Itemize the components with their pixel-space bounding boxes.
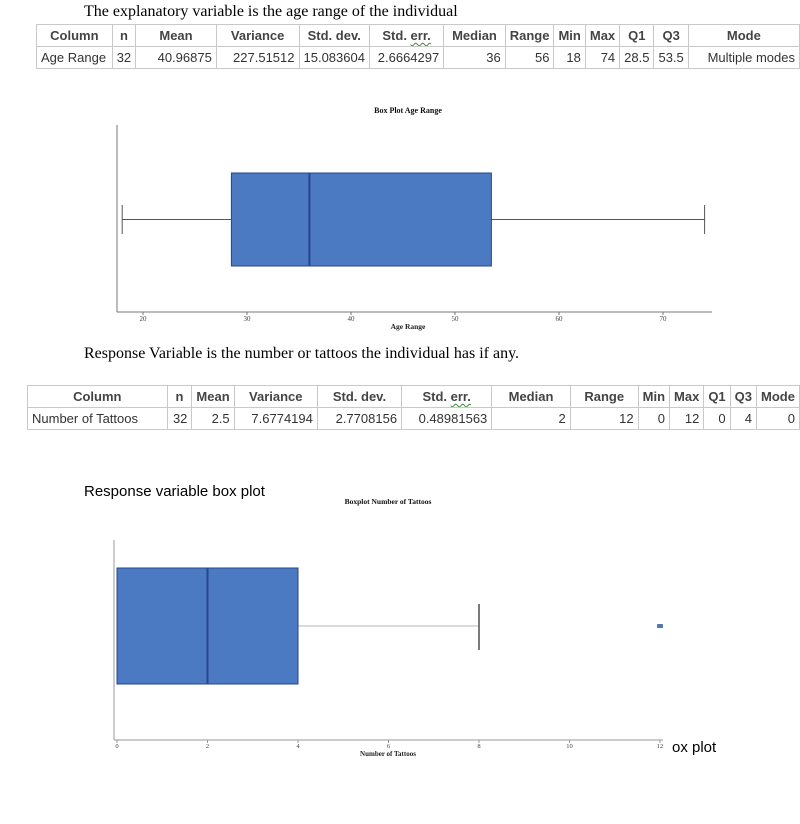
table-cell: 2.5 [191,407,235,430]
column-header: Median [443,24,506,47]
column-header: Mean [135,24,217,47]
table-cell: 28.5 [619,46,655,69]
iqr-box [230,172,492,267]
column-header: Q3 [729,385,758,408]
column-header: Column [27,385,168,408]
x-axis-label: Number of Tattoos [360,750,416,758]
table-cell: 0 [756,407,800,430]
x-tick-label: 0 [115,743,118,750]
table-cell: 40.96875 [135,46,217,69]
response-plot-label: Response variable box plot [84,483,265,500]
column-header: Mean [191,385,235,408]
table-header-row: Column n Mean Variance Std. dev. Std. err. Med… [27,385,800,408]
column-header: Std. err. [401,385,493,408]
column-header: Column [36,24,113,47]
boxplot-number-of-tattoos: 0 2 4 6 8 10 12 Boxplot Number of Tattoos Number… [113,497,664,758]
outlier-point [657,624,663,628]
column-header: Mode [687,24,800,47]
column-header: Min [553,24,586,47]
column-header: Mode [756,385,800,408]
x-tick-label: 50 [452,315,460,323]
table-cell: Age Range [36,46,113,69]
table-cell: 53.5 [653,46,689,69]
table-cell: Multiple modes [687,46,800,69]
column-header: n [111,24,137,47]
table-cell: 7.6774194 [233,407,318,430]
x-tick-label: 30 [244,315,252,323]
table-cell: 2.6664297 [368,46,445,69]
table-cell: 56 [504,46,555,69]
table-cell: 12 [569,407,639,430]
x-axis-label: Age Range [391,322,426,331]
table-cell: 2.7708156 [316,407,403,430]
summary-table-age-range: Column n Mean Variance Std. dev. Std. err. Med… [36,24,800,69]
boxplot-age-range: 20 30 40 50 60 70 Box Plot Age Range Age Range [116,106,712,331]
x-tick-label: 40 [348,315,356,323]
column-header: Max [584,24,621,47]
table-cell: Number of Tattoos [27,407,168,430]
table-cell: 2 [491,407,571,430]
table-cell: 18 [553,46,586,69]
x-tick-label: 2 [206,743,209,750]
column-header: Range [504,24,555,47]
table-row: Age Range 32 40.96875 227.51512 15.083604 2.6… [36,46,800,69]
x-tick-label: 10 [566,743,573,750]
column-header: Std. dev. [316,385,403,408]
table-cell: 12 [669,407,705,430]
table-cell: 0 [703,407,731,430]
column-header: Min [637,385,671,408]
x-tick-label: 6 [387,743,391,750]
plot-title: Box Plot Age Range [374,106,442,115]
x-tick-label: 12 [657,743,664,750]
x-tick-label: 20 [140,315,148,323]
explanatory-variable-text: The explanatory variable is the age rang… [84,3,458,20]
column-header: Range [569,385,639,408]
table-cell: 36 [443,46,506,69]
column-header: Q1 [619,24,655,47]
column-header: Std. dev. [298,24,370,47]
column-header: Max [669,385,705,408]
response-variable-text: Response Variable is the number or tatto… [84,345,520,362]
table-header-row: Column n Mean Variance Std. dev. Std. err. Med… [36,24,800,47]
x-tick-label: 70 [660,315,668,323]
table-cell: 32 [111,46,137,69]
column-header: Median [491,385,571,408]
plot-title: Boxplot Number of Tattoos [345,497,432,506]
column-header: Variance [233,385,318,408]
x-tick-label: 4 [296,743,300,750]
summary-table-tattoos: Column n Mean Variance Std. dev. Std. err. Med… [27,385,800,430]
table-cell: 0 [637,407,671,430]
table-cell: 227.51512 [215,46,300,69]
table-row: Number of Tattoos 32 2.5 7.6774194 2.7708156… [27,407,800,430]
table-cell: 0.48981563 [401,407,493,430]
table-cell: 74 [584,46,621,69]
cutoff-box-plot-text: ox plot [672,739,717,756]
table-cell: 15.083604 [298,46,370,69]
spellcheck-wavy-word: err. [410,28,431,43]
x-tick-label: 60 [556,315,564,323]
spellcheck-wavy-word: err. [450,389,471,404]
table-cell: 32 [166,407,193,430]
column-header: n [166,385,193,408]
x-tick-label: 8 [477,743,480,750]
column-header: Q3 [653,24,689,47]
column-header: Std. err. [368,24,445,47]
column-header: Q1 [703,385,731,408]
column-header: Variance [215,24,300,47]
table-cell: 4 [729,407,758,430]
